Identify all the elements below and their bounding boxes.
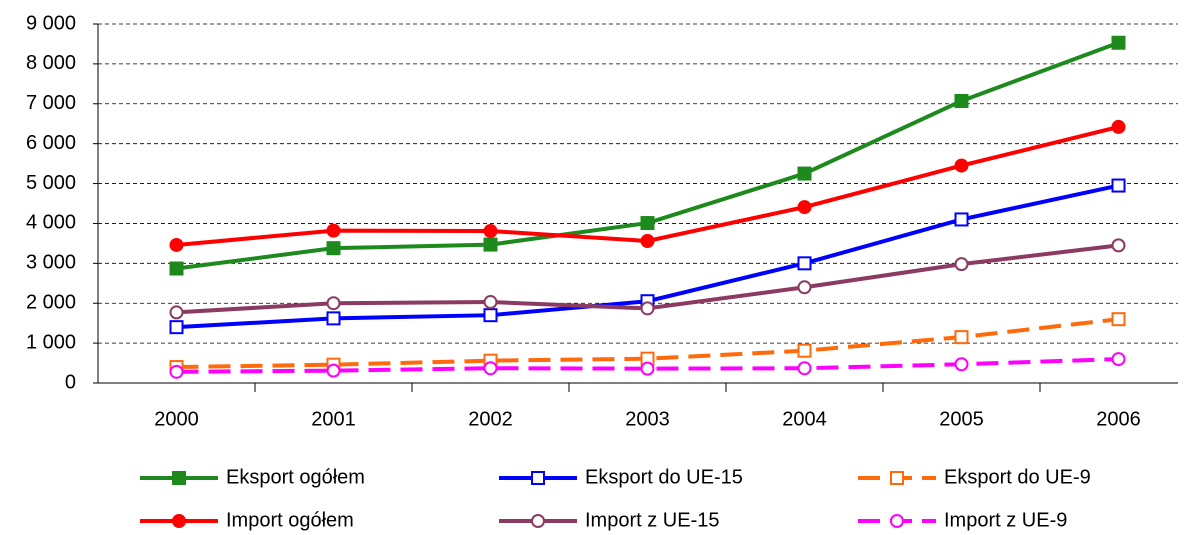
- data-point: [326, 223, 341, 238]
- legend-marker: [890, 471, 904, 485]
- data-point: [169, 364, 184, 379]
- x-tick-label: 2005: [939, 408, 984, 430]
- legend-marker: [890, 514, 904, 528]
- data-point: [483, 237, 498, 252]
- y-tick-label: 3 000: [26, 252, 76, 274]
- y-tick-label: 7 000: [26, 92, 76, 114]
- legend-marker: [531, 514, 545, 528]
- y-tick-label: 5 000: [26, 172, 76, 194]
- data-point: [954, 93, 969, 108]
- data-point: [640, 233, 655, 248]
- y-tick-label: 2 000: [26, 292, 76, 314]
- x-tick-label: 2001: [311, 408, 356, 430]
- x-tick-label: 2004: [782, 408, 827, 430]
- data-point: [326, 363, 341, 378]
- data-point: [954, 257, 969, 272]
- data-point: [483, 224, 498, 239]
- y-tick-label: 1 000: [26, 331, 76, 353]
- legend-marker: [172, 471, 186, 485]
- y-tick-label: 8 000: [26, 52, 76, 74]
- legend-marker: [531, 471, 545, 485]
- legend-label: Import z UE-15: [585, 509, 719, 531]
- legend-label: Eksport do UE-15: [585, 466, 743, 488]
- data-point: [797, 280, 812, 295]
- y-tick-label: 6 000: [26, 132, 76, 154]
- data-point: [169, 320, 184, 335]
- data-point: [1111, 312, 1126, 327]
- data-point: [797, 361, 812, 376]
- data-point: [954, 330, 969, 345]
- data-point: [483, 295, 498, 310]
- x-tick-label: 2003: [625, 408, 670, 430]
- data-point: [169, 305, 184, 320]
- data-point: [954, 212, 969, 227]
- data-point: [483, 308, 498, 323]
- data-point: [640, 301, 655, 316]
- x-tick-label: 2006: [1096, 408, 1141, 430]
- data-point: [954, 158, 969, 173]
- legend-label: Import z UE-9: [944, 509, 1067, 531]
- x-tick-label: 2002: [468, 408, 513, 430]
- data-point: [640, 361, 655, 376]
- data-point: [1111, 119, 1126, 134]
- y-tick-label: 4 000: [26, 212, 76, 234]
- legend-marker: [172, 514, 186, 528]
- data-point: [326, 311, 341, 326]
- data-point: [640, 216, 655, 231]
- data-point: [326, 241, 341, 256]
- data-point: [326, 296, 341, 311]
- data-point: [1111, 35, 1126, 50]
- data-point: [797, 256, 812, 271]
- data-point: [1111, 178, 1126, 193]
- y-tick-label: 0: [65, 371, 76, 393]
- data-point: [1111, 352, 1126, 367]
- data-point: [169, 261, 184, 276]
- data-point: [954, 357, 969, 372]
- data-point: [797, 166, 812, 181]
- data-point: [797, 343, 812, 358]
- legend-label: Eksport do UE-9: [944, 466, 1091, 488]
- data-point: [797, 200, 812, 215]
- data-point: [169, 237, 184, 252]
- y-tick-label: 9 000: [26, 12, 76, 34]
- x-tick-label: 2000: [154, 408, 199, 430]
- legend-label: Eksport ogółem: [226, 466, 365, 488]
- data-point: [483, 361, 498, 376]
- data-point: [1111, 238, 1126, 253]
- legend-label: Import ogółem: [226, 509, 354, 531]
